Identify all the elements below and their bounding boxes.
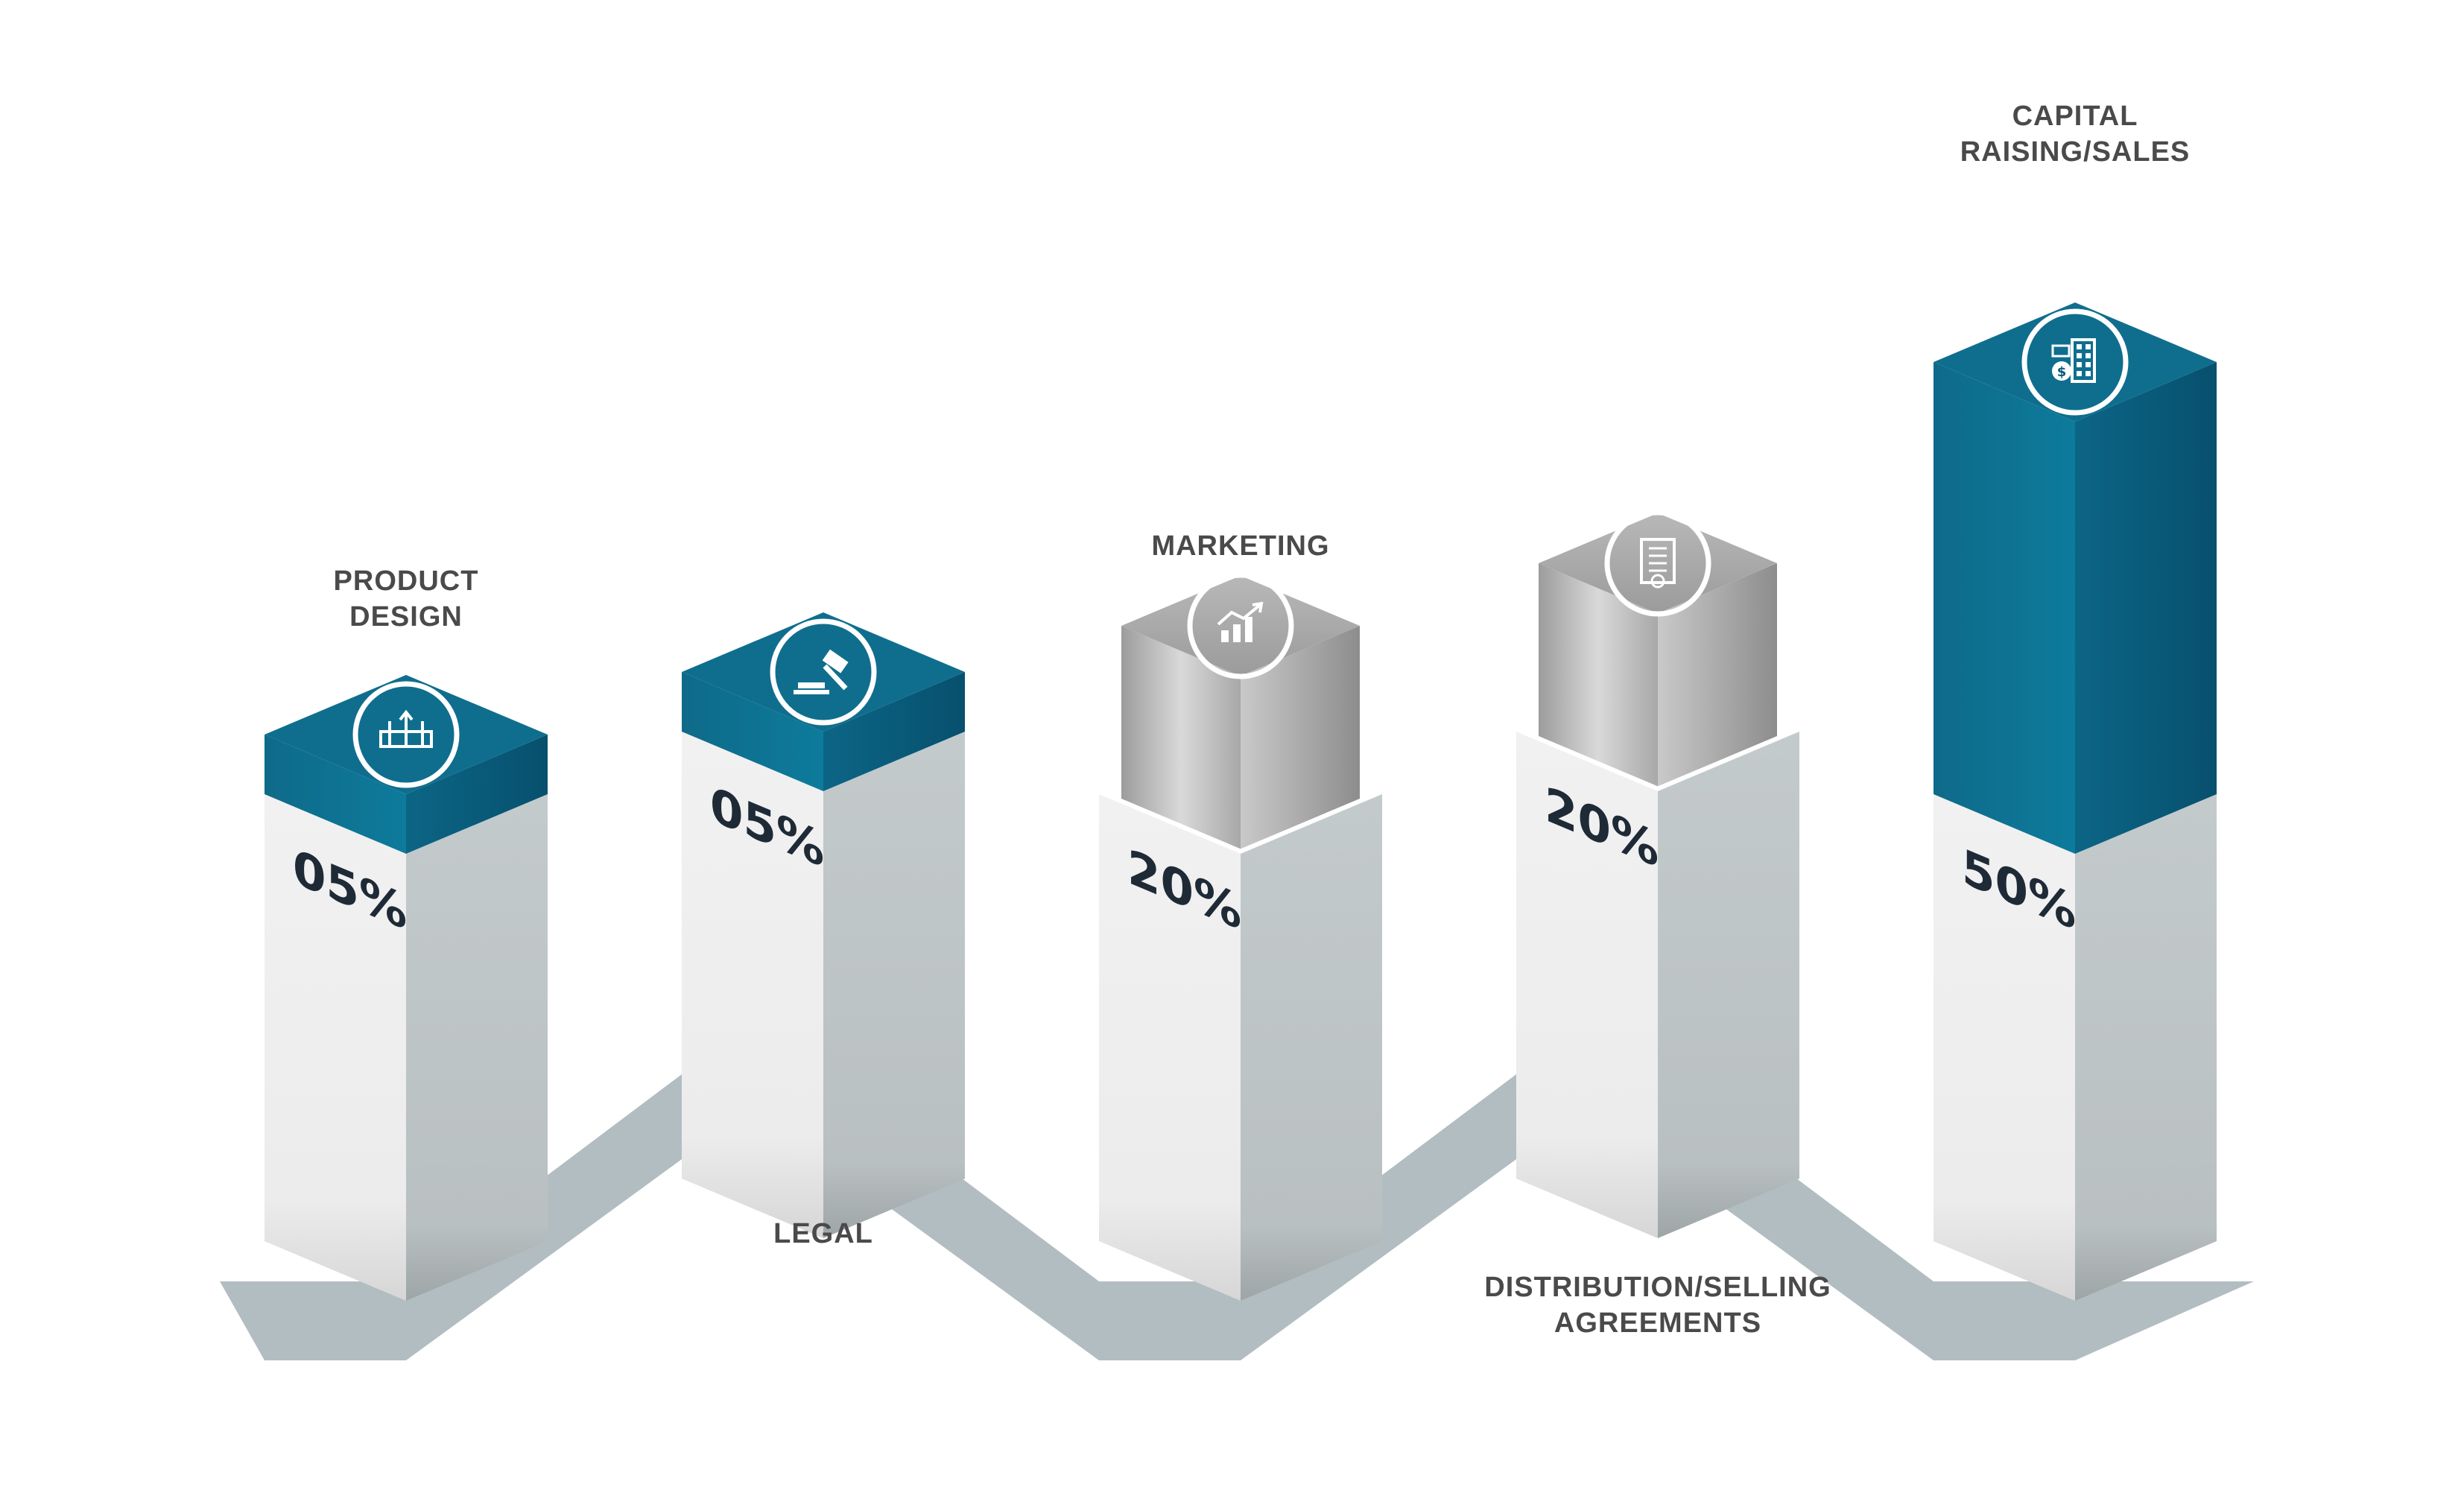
bar-block-top (1933, 302, 2217, 422)
category-label-line: DISTRIBUTION/SELLING (1484, 1272, 1831, 1303)
bar-pedestal-front (1099, 794, 1241, 1301)
category-label-line: AGREEMENTS (1554, 1307, 1761, 1339)
category-label: LEGAL (773, 1218, 873, 1249)
bar-block-front (265, 735, 406, 854)
bar-block-side (1658, 563, 1777, 787)
money-building-icon: $ (2021, 308, 2129, 416)
bar-2: 20% (1099, 572, 1382, 1301)
bar-pedestal-side (1241, 794, 1382, 1301)
category-label: DISTRIBUTION/SELLING AGREEMENTS (1484, 1272, 1831, 1339)
bar-4: $50% (1933, 302, 2217, 1301)
bar-block-front (1121, 626, 1241, 849)
gavel-icon (770, 618, 877, 726)
bar-pedestal-side (2075, 794, 2217, 1301)
bar-pedestal-front (682, 732, 823, 1238)
bar-block-side (823, 672, 965, 791)
contract-document-icon (1604, 510, 1711, 617)
bar-pedestal-side (1658, 732, 1799, 1238)
bar-0: 05% (265, 675, 548, 1301)
category-label: MARKETING (1151, 530, 1329, 562)
bar-pedestal-front (1933, 794, 2075, 1301)
product-design-icon (352, 681, 460, 788)
category-label-line: LEGAL (773, 1218, 873, 1249)
bar-pedestal-side (406, 794, 548, 1301)
category-label: CAPITAL RAISING/SALES (1960, 101, 2191, 168)
bar-block-side (406, 735, 548, 854)
bar-block-front (682, 672, 823, 791)
bar-3: 20% (1516, 510, 1799, 1238)
bar-block-top (682, 612, 965, 732)
category-label-line: DESIGN (349, 601, 463, 633)
category-label-line: PRODUCT (334, 565, 479, 597)
bars: 05% 05% 20% 20% $50% (265, 302, 2217, 1301)
bar-pedestal-side (823, 732, 965, 1238)
bar-1: 05% (682, 612, 965, 1238)
bar-block-side (1241, 626, 1360, 849)
category-labels: PRODUCT DESIGN LEGAL MARKETING DISTRIBUTION/… (334, 101, 2191, 1339)
bar-block-front (1539, 563, 1658, 787)
svg-text:$: $ (2057, 364, 2067, 380)
growth-chart-icon (1187, 572, 1294, 679)
bar-block-front (1933, 362, 2075, 854)
category-label: PRODUCT DESIGN (334, 565, 479, 633)
bar-block-side (2075, 362, 2217, 854)
category-label-line: RAISING/SALES (1960, 136, 2191, 168)
category-label-line: MARKETING (1151, 530, 1329, 562)
bar-pedestal-front (265, 794, 406, 1301)
category-label-line: CAPITAL (2012, 101, 2138, 132)
bar-pedestal-front (1516, 732, 1658, 1238)
